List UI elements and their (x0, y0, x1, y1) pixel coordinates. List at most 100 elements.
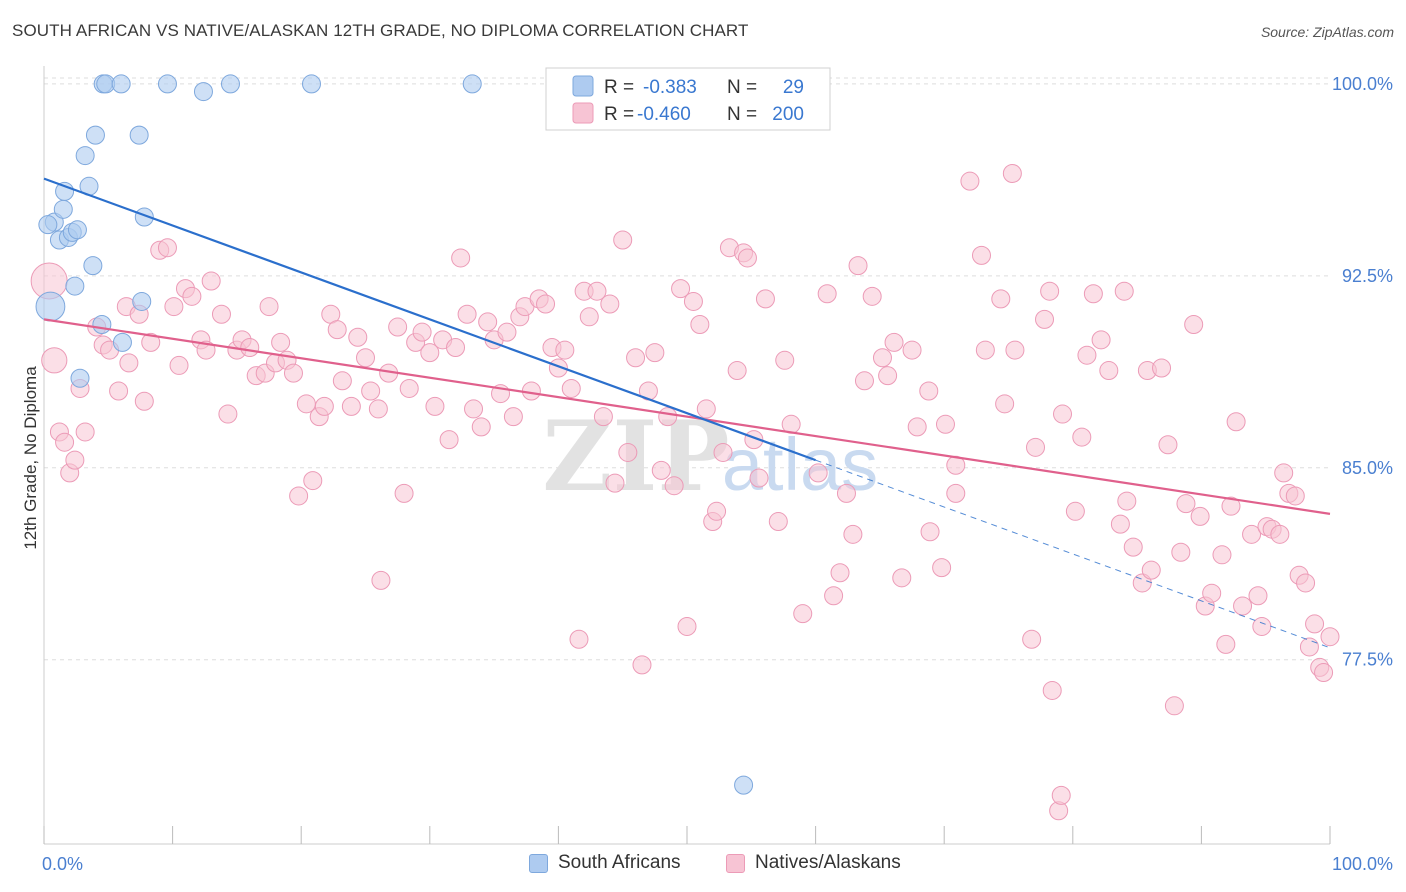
data-point-natives-alaskans (497, 322, 517, 342)
data-point-natives-alaskans (536, 294, 556, 314)
data-point-natives-alaskans (555, 340, 575, 360)
data-point-south-africans (67, 220, 87, 240)
data-point-natives-alaskans (1091, 330, 1111, 350)
data-point-natives-alaskans (412, 322, 432, 342)
grid-lines (44, 77, 1330, 661)
data-point-natives-alaskans (1299, 637, 1319, 657)
data-point-natives-alaskans (271, 332, 291, 352)
data-point-natives-alaskans (289, 486, 309, 506)
data-point-natives-alaskans (356, 348, 375, 368)
data-point-natives-alaskans (1026, 437, 1046, 457)
data-point-natives-alaskans (830, 563, 850, 583)
data-point-natives-alaskans (727, 361, 747, 381)
data-point-natives-alaskans (907, 417, 927, 437)
data-point-natives-alaskans (707, 501, 727, 521)
data-point-natives-alaskans (240, 338, 260, 358)
data-point-natives-alaskans (884, 332, 904, 352)
y-axis-label: 12th Grade, No Diploma (21, 366, 40, 550)
data-point-south-africans (301, 74, 321, 94)
data-point-natives-alaskans (1270, 524, 1290, 544)
data-point-natives-alaskans (361, 381, 381, 401)
data-point-natives-alaskans (1099, 361, 1119, 381)
series-south-africans (35, 74, 754, 795)
data-point-natives-alaskans (211, 304, 231, 324)
data-point-natives-alaskans (303, 471, 323, 491)
data-point-natives-alaskans (658, 407, 678, 427)
data-point-natives-alaskans (1123, 537, 1143, 557)
y-tick-label: 85.0% (1342, 458, 1393, 478)
x-tick-label: 0.0% (42, 854, 83, 874)
data-point-south-africans (83, 256, 103, 276)
data-point-natives-alaskans (1002, 163, 1022, 183)
data-point-natives-alaskans (671, 279, 691, 299)
data-point-natives-alaskans (65, 450, 85, 470)
data-point-natives-alaskans (902, 340, 922, 360)
data-point-natives-alaskans (613, 230, 633, 250)
data-point-natives-alaskans (836, 483, 856, 503)
data-point-natives-alaskans (1158, 435, 1178, 455)
legend-n-label-2: N = (727, 104, 757, 125)
data-point-south-africans (65, 276, 85, 296)
data-point-natives-alaskans (182, 286, 202, 306)
data-point-natives-alaskans (394, 483, 414, 503)
data-point-natives-alaskans (1248, 586, 1268, 606)
data-point-natives-alaskans (41, 347, 68, 374)
data-point-natives-alaskans (503, 407, 523, 427)
data-point-natives-alaskans (457, 304, 477, 324)
data-point-natives-alaskans (995, 394, 1015, 414)
data-point-natives-alaskans (651, 460, 671, 480)
data-point-natives-alaskans (1285, 486, 1305, 506)
data-point-natives-alaskans (1274, 463, 1294, 483)
data-point-natives-alaskans (843, 524, 863, 544)
data-point-natives-alaskans (1077, 345, 1097, 365)
legend-swatch-south-africans (529, 853, 548, 873)
data-point-south-africans (35, 291, 66, 322)
data-point-natives-alaskans (569, 629, 589, 649)
data-point-south-africans (70, 368, 90, 388)
chart-source: Source: ZipAtlas.com (1260, 24, 1394, 40)
data-point-natives-alaskans (932, 558, 952, 578)
legend-label-south-africans: South Africans (558, 852, 681, 873)
data-point-natives-alaskans (109, 381, 129, 401)
data-point-natives-alaskans (645, 343, 665, 363)
data-point-natives-alaskans (1221, 496, 1241, 516)
y-tick-label: 92.5% (1342, 266, 1393, 286)
data-point-natives-alaskans (1005, 340, 1025, 360)
data-point-natives-alaskans (1164, 696, 1184, 716)
data-point-south-africans (75, 146, 95, 166)
legend-n-value-2: 200 (772, 104, 804, 125)
data-point-natives-alaskans (446, 338, 466, 358)
data-point-natives-alaskans (768, 512, 788, 532)
trend-line-south-africans-extrapolated (815, 459, 1331, 649)
data-point-natives-alaskans (1184, 314, 1204, 334)
data-point-natives-alaskans (817, 284, 837, 304)
data-point-natives-alaskans (1226, 412, 1246, 432)
data-point-natives-alaskans (975, 340, 995, 360)
data-point-natives-alaskans (854, 371, 874, 391)
data-point-south-africans (157, 74, 177, 94)
data-point-natives-alaskans (713, 442, 733, 462)
data-point-natives-alaskans (75, 422, 95, 442)
data-point-south-africans (193, 82, 213, 102)
data-point-south-africans (132, 291, 152, 311)
data-point-natives-alaskans (368, 399, 388, 419)
data-point-natives-alaskans (1141, 560, 1161, 580)
data-point-natives-alaskans (1296, 573, 1316, 593)
chart-title: SOUTH AFRICAN VS NATIVE/ALASKAN 12TH GRA… (12, 21, 749, 40)
data-point-natives-alaskans (946, 483, 966, 503)
data-point-natives-alaskans (425, 396, 445, 416)
legend-swatch-natives-alaskans (726, 853, 745, 873)
legend-item-south-africans: South Africans (529, 852, 681, 874)
data-point-natives-alaskans (1320, 627, 1340, 647)
data-point-natives-alaskans (919, 381, 939, 401)
data-point-south-africans (53, 199, 73, 219)
data-point-natives-alaskans (862, 286, 882, 306)
data-point-natives-alaskans (327, 320, 347, 340)
data-point-natives-alaskans (218, 404, 238, 424)
data-point-natives-alaskans (420, 343, 440, 363)
y-tick-label: 100.0% (1332, 74, 1393, 94)
data-point-natives-alaskans (259, 297, 279, 317)
data-point-natives-alaskans (1040, 281, 1060, 301)
data-point-south-africans (111, 74, 131, 94)
